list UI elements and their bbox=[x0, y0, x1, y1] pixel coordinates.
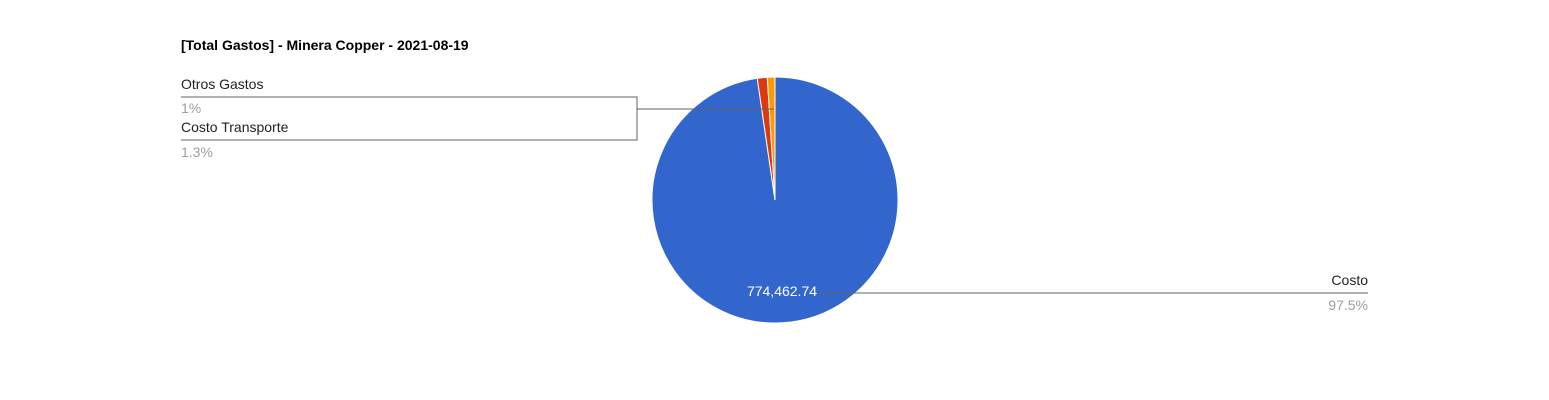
pct-costo: 97.5% bbox=[1328, 297, 1368, 313]
pct-otros-gastos: 1% bbox=[181, 100, 201, 116]
pie-slices bbox=[651, 76, 899, 324]
label-otros-gastos: Otros Gastos bbox=[181, 76, 263, 92]
leader-line-otros-gastos bbox=[181, 96, 638, 141]
chart-title: [Total Gastos] - Minera Copper - 2021-08… bbox=[181, 37, 469, 53]
label-costo: Costo bbox=[1331, 272, 1368, 288]
pie-slice-otros-gastos[interactable] bbox=[766, 76, 776, 201]
pct-costo-transporte: 1.3% bbox=[181, 144, 213, 160]
value-label-costo: 774,462.74 bbox=[747, 283, 817, 299]
label-costo-transporte: Costo Transporte bbox=[181, 119, 289, 135]
